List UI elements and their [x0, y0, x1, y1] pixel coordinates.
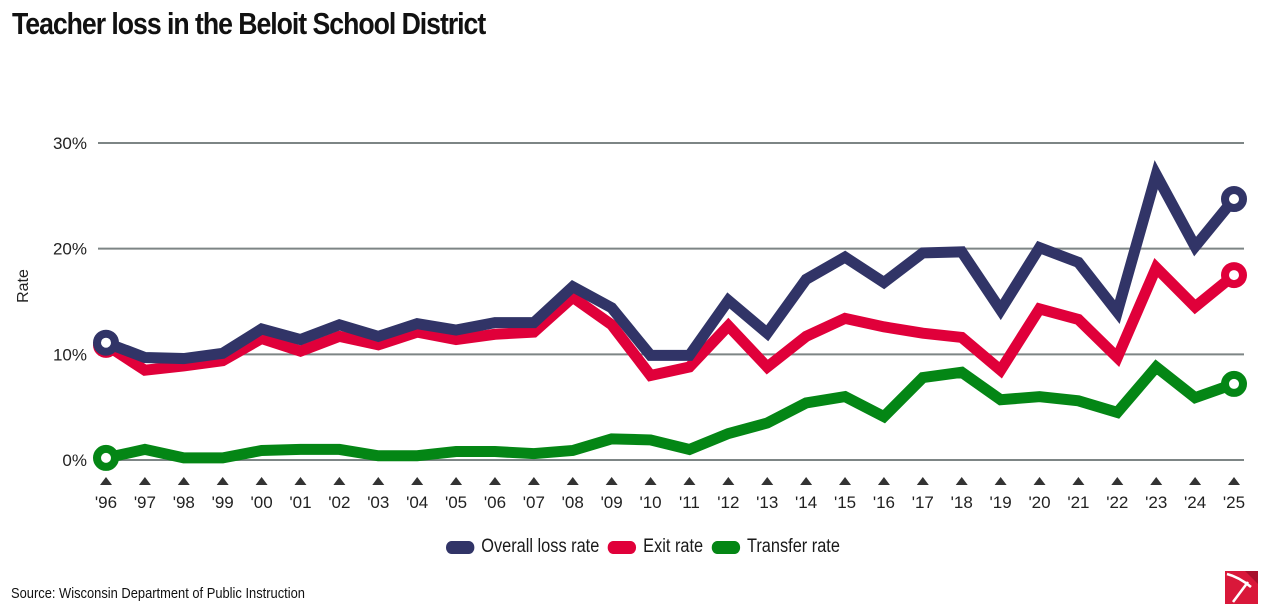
x-tick-marker: [1033, 477, 1046, 485]
legend-label-overall: Overall loss rate: [481, 536, 600, 557]
x-tick-label: '17: [912, 493, 934, 512]
legend-item-overall[interactable]: Overall loss rate: [446, 536, 599, 558]
x-tick-marker: [216, 477, 229, 485]
legend-label-transfer: Transfer rate: [746, 536, 840, 557]
x-tick-marker: [1150, 477, 1163, 485]
x-tick-label: '06: [484, 493, 506, 512]
x-tick-marker: [450, 477, 463, 485]
series-line-overall-loss-rate: [104, 160, 1239, 365]
y-tick-label: 10%: [53, 345, 87, 364]
x-tick-label: '22: [1106, 493, 1128, 512]
x-tick-label: '13: [756, 493, 778, 512]
endpoint-marker: [1221, 370, 1247, 397]
x-tick-label: '07: [523, 493, 545, 512]
y-tick-label: 20%: [53, 240, 87, 259]
legend-swatch-exit: [607, 540, 637, 554]
x-tick-marker: [177, 477, 190, 485]
x-tick-label: '08: [562, 493, 584, 512]
x-tick-marker: [877, 477, 890, 485]
legend-swatch-overall: [446, 540, 475, 554]
endpoint-marker: [1221, 262, 1247, 289]
x-tick-label: '97: [134, 493, 156, 512]
y-tick-labels: 0% 10% 20% 30%: [53, 134, 87, 470]
gridlines: [98, 142, 1244, 461]
x-tick-label: '02: [328, 493, 350, 512]
pickaxe-logo-icon: [1225, 571, 1258, 604]
series-line-exit-rate: [102, 258, 1238, 382]
x-tick-marker: [566, 477, 579, 485]
x-tick-label: '23: [1145, 493, 1167, 512]
y-tick-label: 0%: [62, 451, 87, 470]
legend-item-transfer[interactable]: Transfer rate: [711, 536, 840, 558]
x-tick-label: '11: [679, 493, 700, 512]
endpoint-marker: [1221, 186, 1247, 213]
x-tick-label: '24: [1184, 493, 1206, 512]
x-tick-label: '04: [406, 493, 428, 512]
x-tick-label: '20: [1028, 493, 1050, 512]
x-tick-label: '14: [795, 493, 817, 512]
x-tick-marker: [644, 477, 657, 485]
x-tick-labels: '96 '97 '98 '99 '00 '01 '02 '03 '04 '05 '06 '07 '08 '…: [95, 477, 1245, 512]
x-tick-label: '98: [173, 493, 195, 512]
x-tick-marker: [1111, 477, 1124, 485]
x-tick-marker: [916, 477, 929, 485]
x-tick-label: '12: [717, 493, 739, 512]
x-tick-label: '99: [212, 493, 234, 512]
y-tick-label: 30%: [53, 134, 87, 153]
x-tick-marker: [839, 477, 852, 485]
x-tick-label: '25: [1223, 493, 1245, 512]
legend-label-exit: Exit rate: [643, 536, 704, 557]
x-tick-marker: [605, 477, 618, 485]
x-tick-marker: [294, 477, 307, 485]
x-tick-marker: [333, 477, 346, 485]
x-tick-label: '18: [951, 493, 973, 512]
series-line-transfer-rate: [104, 359, 1236, 464]
x-tick-label: '19: [990, 493, 1012, 512]
x-tick-label: '03: [367, 493, 389, 512]
x-tick-marker: [761, 477, 774, 485]
x-tick-marker: [1228, 477, 1240, 485]
x-tick-marker: [411, 477, 424, 485]
x-tick-marker: [683, 477, 696, 485]
endpoint-marker: [93, 329, 119, 356]
x-tick-marker: [722, 477, 735, 485]
x-tick-label: '15: [834, 493, 856, 512]
x-tick-label: '00: [251, 493, 273, 512]
x-tick-label: '96: [95, 493, 117, 512]
x-tick-marker: [1189, 477, 1202, 485]
x-tick-marker: [255, 477, 268, 485]
x-tick-label: '01: [289, 493, 311, 512]
x-tick-marker: [488, 477, 501, 485]
x-tick-label: '21: [1067, 493, 1089, 512]
endpoint-marker: [93, 444, 119, 471]
x-tick-marker: [100, 477, 112, 485]
source-note: Source: Wisconsin Department of Public I…: [11, 585, 305, 602]
x-tick-marker: [800, 477, 813, 485]
legend-item-exit[interactable]: Exit rate: [607, 536, 704, 558]
x-tick-marker: [994, 477, 1007, 485]
x-tick-label: '10: [639, 493, 661, 512]
x-tick-marker: [372, 477, 385, 485]
series-lines: [93, 160, 1247, 471]
x-tick-marker: [1072, 477, 1085, 485]
x-tick-marker: [955, 477, 968, 485]
x-tick-label: '05: [445, 493, 467, 512]
x-tick-marker: [138, 477, 151, 485]
legend: Overall loss rate Exit rate Transfer rat…: [446, 536, 849, 558]
x-tick-marker: [527, 477, 540, 485]
chart-title: Teacher loss in the Beloit School Distri…: [12, 6, 486, 41]
x-tick-label: '09: [601, 493, 623, 512]
y-axis-title: Rate: [15, 269, 32, 303]
x-tick-label: '16: [873, 493, 895, 512]
legend-swatch-transfer: [711, 540, 741, 554]
